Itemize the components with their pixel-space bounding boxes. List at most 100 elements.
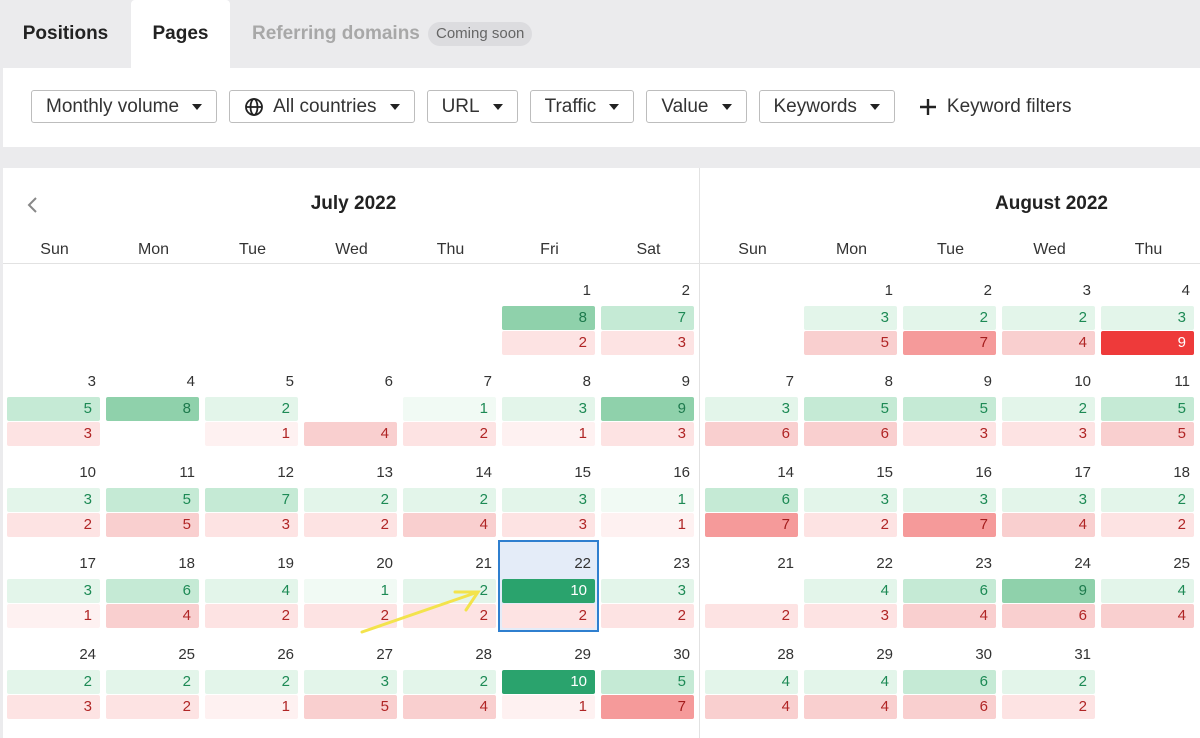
loss-value[interactable]: 6 [804,422,897,446]
gain-value[interactable]: 3 [903,488,996,512]
loss-value[interactable]: 6 [705,422,798,446]
loss-value[interactable]: 3 [804,604,897,628]
gain-value[interactable]: 9 [601,397,694,421]
gain-value[interactable]: 2 [1101,488,1194,512]
tab-active[interactable]: Pages [131,0,230,68]
gain-value[interactable]: 2 [403,488,496,512]
gain-value[interactable]: 3 [502,488,595,512]
loss-value[interactable]: 2 [205,604,298,628]
tab[interactable]: Positions [22,23,109,44]
loss-value[interactable]: 2 [502,604,595,628]
gain-value[interactable]: 2 [403,670,496,694]
gain-value[interactable]: 2 [106,670,199,694]
loss-value[interactable]: 1 [205,422,298,446]
gain-value[interactable]: 3 [804,306,897,330]
loss-value[interactable]: 2 [804,513,897,537]
loss-value[interactable]: 2 [304,604,397,628]
gain-value[interactable]: 8 [106,397,199,421]
loss-value[interactable]: 4 [304,422,397,446]
gain-value[interactable]: 1 [403,397,496,421]
loss-value[interactable]: 3 [502,513,595,537]
gain-value[interactable]: 10 [502,670,595,694]
gain-value[interactable]: 2 [1002,397,1095,421]
gain-value[interactable]: 7 [601,306,694,330]
gain-value[interactable]: 5 [1101,397,1194,421]
gain-value[interactable]: 6 [106,579,199,603]
filter-button[interactable]: Value [646,90,747,123]
loss-value[interactable]: 1 [205,695,298,719]
gain-value[interactable]: 7 [205,488,298,512]
loss-value[interactable]: 5 [106,513,199,537]
gain-value[interactable]: 5 [7,397,100,421]
loss-value[interactable]: 4 [1101,604,1194,628]
loss-value[interactable]: 4 [705,695,798,719]
loss-value[interactable]: 6 [1002,604,1095,628]
gain-value[interactable]: 2 [7,670,100,694]
gain-value[interactable]: 2 [903,306,996,330]
loss-value[interactable]: 7 [705,513,798,537]
loss-value[interactable]: 2 [403,604,496,628]
loss-value[interactable]: 1 [7,604,100,628]
loss-value[interactable]: 9 [1101,331,1194,355]
loss-value[interactable]: 7 [601,695,694,719]
gain-value[interactable]: 4 [205,579,298,603]
gain-value[interactable]: 3 [601,579,694,603]
loss-value[interactable]: 4 [106,604,199,628]
filter-button[interactable]: URL [426,90,518,123]
gain-value[interactable]: 3 [304,670,397,694]
gain-value[interactable]: 8 [502,306,595,330]
loss-value[interactable]: 7 [903,513,996,537]
gain-value[interactable]: 4 [804,579,897,603]
loss-value[interactable]: 6 [903,695,996,719]
gain-value[interactable]: 3 [7,579,100,603]
loss-value[interactable]: 3 [601,422,694,446]
loss-value[interactable]: 2 [7,513,100,537]
loss-value[interactable]: 2 [502,331,595,355]
gain-value[interactable]: 6 [705,488,798,512]
gain-value[interactable]: 2 [403,579,496,603]
gain-value[interactable]: 2 [205,397,298,421]
gain-value[interactable]: 10 [502,579,595,603]
filter-button[interactable]: All countries [229,90,415,123]
loss-value[interactable]: 3 [205,513,298,537]
gain-value[interactable]: 6 [903,670,996,694]
gain-value[interactable]: 3 [804,488,897,512]
loss-value[interactable]: 5 [1101,422,1194,446]
gain-value[interactable]: 2 [1002,670,1095,694]
gain-value[interactable]: 2 [304,488,397,512]
gain-value[interactable]: 4 [804,670,897,694]
gain-value[interactable]: 9 [1002,579,1095,603]
loss-value[interactable]: 2 [403,422,496,446]
gain-value[interactable]: 1 [601,488,694,512]
loss-value[interactable]: 3 [7,422,100,446]
loss-value[interactable]: 4 [804,695,897,719]
loss-value[interactable]: 3 [1002,422,1095,446]
filter-button[interactable]: Monthly volume [31,90,218,123]
gain-value[interactable]: 2 [205,670,298,694]
gain-value[interactable]: 3 [7,488,100,512]
loss-value[interactable]: 2 [601,604,694,628]
gain-value[interactable]: 3 [502,397,595,421]
loss-value[interactable]: 4 [1002,513,1095,537]
loss-value[interactable]: 1 [502,695,595,719]
gain-value[interactable]: 5 [903,397,996,421]
add-filter[interactable]: Keyword filters [919,96,1072,118]
gain-value[interactable]: 3 [705,397,798,421]
gain-value[interactable]: 1 [304,579,397,603]
gain-value[interactable]: 4 [1101,579,1194,603]
gain-value[interactable]: 2 [1002,306,1095,330]
gain-value[interactable]: 3 [1002,488,1095,512]
loss-value[interactable]: 2 [106,695,199,719]
loss-value[interactable]: 3 [7,695,100,719]
loss-value[interactable]: 4 [403,695,496,719]
loss-value[interactable]: 7 [903,331,996,355]
loss-value[interactable]: 3 [903,422,996,446]
gain-value[interactable]: 5 [804,397,897,421]
gain-value[interactable]: 5 [601,670,694,694]
filter-button[interactable]: Keywords [758,90,895,123]
gain-value[interactable]: 5 [106,488,199,512]
prev-month[interactable] [25,195,41,215]
gain-value[interactable]: 4 [705,670,798,694]
filter-button[interactable]: Traffic [529,90,635,123]
loss-value[interactable]: 1 [601,513,694,537]
